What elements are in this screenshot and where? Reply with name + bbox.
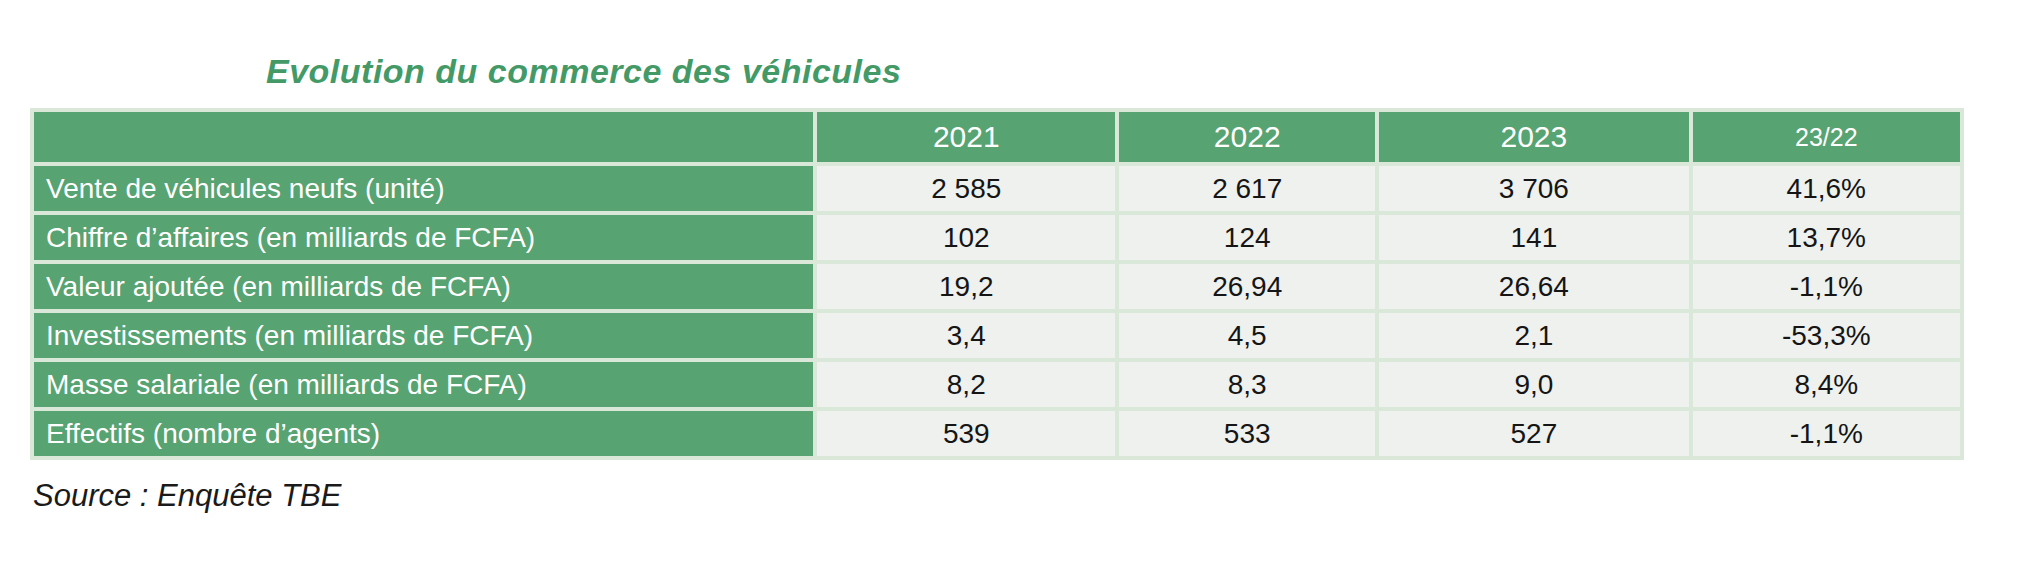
- column-header-empty: [34, 112, 813, 162]
- row-label: Effectifs (nombre d’agents): [34, 411, 813, 456]
- row-label: Chiffre d’affaires (en milliards de FCFA…: [34, 215, 813, 260]
- cell-value: 9,0: [1379, 362, 1688, 407]
- cell-value: 124: [1119, 215, 1375, 260]
- column-header-2021: 2021: [817, 112, 1115, 162]
- cell-value: 8,2: [817, 362, 1115, 407]
- table-row: Masse salariale (en milliards de FCFA) 8…: [34, 362, 1960, 407]
- cell-value: 4,5: [1119, 313, 1375, 358]
- cell-value: -1,1%: [1693, 411, 1960, 456]
- cell-value: 2,1: [1379, 313, 1688, 358]
- cell-value: -53,3%: [1693, 313, 1960, 358]
- header-row: 2021 2022 2023 23/22: [34, 112, 1960, 162]
- table-row: Vente de véhicules neufs (unité) 2 585 2…: [34, 166, 1960, 211]
- cell-value: 527: [1379, 411, 1688, 456]
- column-header-2023: 2023: [1379, 112, 1688, 162]
- cell-value: 26,94: [1119, 264, 1375, 309]
- cell-value: 8,3: [1119, 362, 1375, 407]
- table-row: Effectifs (nombre d’agents) 539 533 527 …: [34, 411, 1960, 456]
- column-header-2022: 2022: [1119, 112, 1375, 162]
- cell-value: 2 585: [817, 166, 1115, 211]
- cell-value: 3 706: [1379, 166, 1688, 211]
- cell-value: 8,4%: [1693, 362, 1960, 407]
- row-label: Investissements (en milliards de FCFA): [34, 313, 813, 358]
- cell-value: 26,64: [1379, 264, 1688, 309]
- row-label: Masse salariale (en milliards de FCFA): [34, 362, 813, 407]
- cell-value: 533: [1119, 411, 1375, 456]
- cell-value: 2 617: [1119, 166, 1375, 211]
- source-caption: Source : Enquête TBE: [33, 478, 341, 514]
- cell-value: 41,6%: [1693, 166, 1960, 211]
- row-label: Valeur ajoutée (en milliards de FCFA): [34, 264, 813, 309]
- cell-value: 13,7%: [1693, 215, 1960, 260]
- page: Evolution du commerce des véhicules 2021…: [0, 0, 2024, 564]
- figure-title: Evolution du commerce des véhicules: [266, 52, 901, 91]
- cell-value: 141: [1379, 215, 1688, 260]
- column-header-23-22: 23/22: [1693, 112, 1960, 162]
- table-row: Valeur ajoutée (en milliards de FCFA) 19…: [34, 264, 1960, 309]
- row-label: Vente de véhicules neufs (unité): [34, 166, 813, 211]
- table-row: Investissements (en milliards de FCFA) 3…: [34, 313, 1960, 358]
- cell-value: -1,1%: [1693, 264, 1960, 309]
- cell-value: 102: [817, 215, 1115, 260]
- vehicle-trade-table: 2021 2022 2023 23/22 Vente de véhicules …: [30, 108, 1964, 460]
- cell-value: 19,2: [817, 264, 1115, 309]
- cell-value: 539: [817, 411, 1115, 456]
- cell-value: 3,4: [817, 313, 1115, 358]
- table-row: Chiffre d’affaires (en milliards de FCFA…: [34, 215, 1960, 260]
